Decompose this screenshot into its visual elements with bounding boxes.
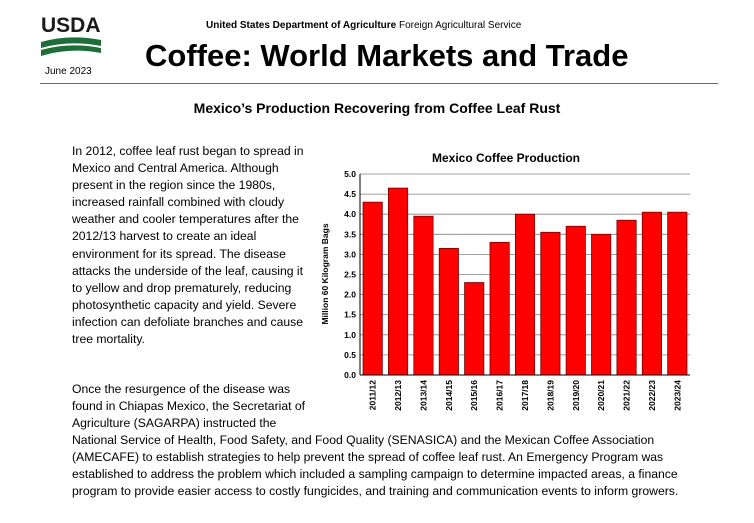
agency-line: United States Department of Agriculture …	[206, 20, 521, 31]
x-tick-label: 2018/19	[545, 380, 555, 411]
section-title: Mexico’s Production Recovering from Coff…	[193, 100, 561, 116]
agency-division: Foreign Agricultural Service	[396, 20, 522, 31]
bar-2013-14	[413, 215, 434, 376]
y-tick-label: 1.5	[344, 310, 356, 320]
header-divider	[40, 83, 718, 84]
bar-2021-22	[616, 219, 637, 376]
bar-2020-21	[591, 233, 612, 376]
x-tick-label: 2015/16	[469, 380, 479, 411]
y-tick-label: 5.0	[344, 169, 356, 179]
bar-2023-24	[667, 211, 688, 376]
agency-name: United States Department of Agriculture	[206, 20, 397, 31]
bar-2015-16	[464, 282, 485, 376]
paragraph-2-part-2: National Service of Health, Food Safety,…	[72, 433, 679, 499]
x-tick-label: 2017/18	[520, 380, 530, 411]
bar-2019-20	[565, 225, 586, 376]
bar-2014-15	[438, 247, 459, 376]
y-tick-label: 0.5	[344, 350, 356, 360]
paragraph-2-part-1: Once the resurgence of the disease was f…	[72, 382, 306, 431]
bar-2022-23	[641, 211, 662, 376]
x-tick-label: 2013/14	[418, 380, 428, 411]
x-tick-label: 2012/13	[393, 380, 403, 411]
y-tick-label: 3.0	[344, 249, 356, 259]
x-tick-labels: 2011/12 2012/13 2013/14 2014/15 2015/16 2016/…	[368, 380, 683, 411]
bar-2017-18	[514, 213, 536, 376]
production-chart: Mexico Coffee Production Million 60 Kilo…	[320, 151, 690, 411]
chart-title: Mexico Coffee Production	[432, 151, 580, 165]
bar-2011-12	[362, 201, 383, 376]
x-tick-label: 2023/24	[672, 380, 682, 411]
x-tick-label: 2019/20	[571, 380, 581, 411]
x-tick-label: 2020/21	[596, 380, 606, 411]
y-tick-label: 2.5	[344, 270, 356, 280]
x-tick-label: 2021/22	[622, 380, 632, 411]
y-tick-label: 3.5	[344, 229, 356, 239]
bar-2012-13	[388, 187, 409, 376]
y-tick-label: 4.5	[344, 189, 356, 199]
bar-2018-19	[540, 231, 561, 376]
y-axis-label: Million 60 Kilogram Bags	[320, 223, 330, 324]
x-tick-label: 2011/12	[368, 380, 378, 411]
report-date: June 2023	[45, 66, 92, 77]
y-tick-label: 2.0	[344, 290, 356, 300]
usda-logo: USDA	[41, 14, 101, 56]
paragraph-1: In 2012, coffee leaf rust began to sprea…	[72, 144, 304, 347]
usda-logo-text: USDA	[41, 14, 101, 37]
y-tick-label: 0.0	[344, 370, 356, 380]
x-tick-label: 2016/17	[495, 380, 505, 411]
document-title: Coffee: World Markets and Trade	[145, 38, 629, 73]
y-tick-labels: 0.0 0.5 1.0 1.5 2.0 2.5 3.0 3.5 4.0 4.5 5.0	[344, 169, 356, 380]
y-tick-label: 4.0	[344, 209, 356, 219]
x-tick-label: 2014/15	[444, 380, 454, 411]
bars	[362, 187, 688, 376]
y-tick-label: 1.0	[344, 330, 356, 340]
x-tick-label: 2022/23	[647, 380, 657, 411]
bar-2016-17	[489, 241, 510, 376]
